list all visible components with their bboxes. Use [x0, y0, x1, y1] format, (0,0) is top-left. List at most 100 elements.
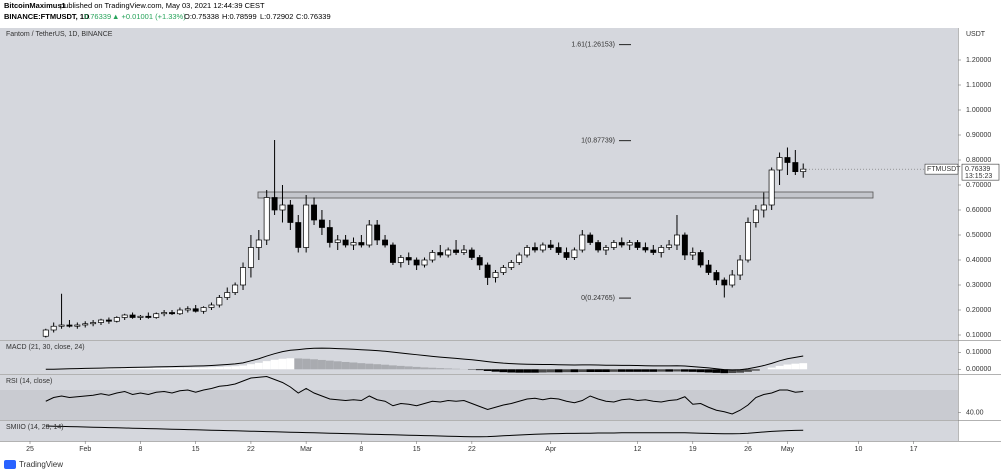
histogram-bar: [744, 369, 752, 372]
x-tick-label: May: [781, 446, 795, 453]
x-tick-label: Apr: [545, 446, 557, 453]
y-tick-label: 40.00: [966, 409, 984, 416]
pane-background: [0, 28, 958, 340]
candle-body: [389, 244, 396, 263]
candle-body: [760, 204, 767, 211]
indicator-line: [45, 375, 804, 415]
histogram-bar: [294, 358, 303, 370]
histogram-bar: [609, 369, 618, 372]
author: BitcoinMaximus1: [4, 1, 66, 10]
candle-body: [374, 224, 381, 241]
histogram-bar: [231, 366, 240, 370]
histogram-bar: [310, 359, 318, 370]
axis-unit: USDT: [966, 31, 986, 38]
candle-body: [382, 239, 389, 246]
pane-title: RSI (14, close): [6, 378, 52, 385]
candle-body: [555, 247, 562, 253]
histogram-bar: [112, 368, 121, 370]
histogram-bar: [444, 368, 453, 370]
histogram-bar: [499, 369, 508, 373]
candle-body: [547, 244, 554, 248]
x-tick-label: 15: [192, 446, 200, 453]
candle-body: [421, 259, 428, 266]
histogram-bar: [191, 367, 200, 370]
price-tag: [961, 163, 1000, 181]
histogram-bar: [254, 362, 263, 370]
candle-body: [713, 272, 720, 281]
histogram-bar: [381, 364, 389, 370]
candle-body: [618, 242, 625, 246]
y-tick-label: 0.80000: [966, 157, 991, 164]
histogram-bar: [602, 369, 610, 372]
histogram-bar: [531, 369, 539, 373]
histogram-bar: [736, 369, 744, 373]
candle-body: [737, 259, 744, 276]
candle-body: [192, 308, 199, 312]
candle-body: [279, 204, 286, 211]
price-label: 0.76339: [965, 166, 990, 173]
candle-body: [129, 314, 136, 318]
histogram-bar: [515, 369, 524, 373]
histogram-bar: [641, 369, 650, 372]
x-tick-label: 8: [139, 446, 143, 453]
x-tick-label: 10: [855, 446, 863, 453]
histogram-bar: [657, 369, 666, 372]
candle-body: [445, 249, 452, 256]
histogram-bar: [799, 363, 808, 370]
candle-body: [429, 252, 436, 261]
candle-body: [287, 204, 294, 223]
published: published on TradingView.com, May 03, 20…: [60, 1, 265, 10]
histogram-bar: [120, 368, 129, 370]
candle-body: [437, 252, 444, 256]
candle-body: [397, 257, 404, 263]
candle-body: [800, 168, 807, 173]
candle-body: [453, 249, 460, 253]
histogram-bar: [538, 369, 547, 373]
y-tick-label: 1.10000: [966, 82, 991, 89]
candle-body: [539, 244, 546, 251]
histogram-bar: [396, 365, 405, 370]
candle-body: [674, 234, 680, 246]
histogram-bar: [483, 369, 492, 371]
histogram-bar: [404, 366, 413, 370]
histogram-bar: [751, 369, 760, 371]
candle-body: [461, 249, 467, 253]
candle-body: [105, 319, 112, 322]
y-tick-label: 0.20000: [966, 307, 991, 314]
candle-body: [161, 312, 168, 315]
candle-body: [595, 242, 602, 251]
histogram-bar: [570, 369, 579, 373]
histogram-bar: [333, 361, 342, 370]
candle-body: [82, 323, 89, 326]
candle-body: [247, 247, 254, 268]
symbol-label: FTMUSDT: [927, 166, 961, 173]
candle-body: [350, 242, 357, 246]
histogram-bar: [712, 369, 721, 373]
candle-body: [295, 222, 302, 248]
histogram-bar: [775, 365, 784, 370]
histogram-bar: [578, 369, 587, 372]
candle-body: [74, 324, 81, 327]
histogram-bar: [625, 369, 634, 372]
candle-body: [579, 234, 586, 251]
histogram-bar: [270, 359, 279, 370]
x-tick-label: 26: [744, 446, 752, 453]
candle-body: [705, 264, 712, 273]
candle-body: [311, 204, 317, 221]
histogram-bar: [341, 361, 350, 370]
candle-body: [208, 304, 215, 308]
candle-body: [405, 257, 412, 261]
histogram-bar: [594, 369, 602, 372]
y-tick-label: 0.30000: [966, 282, 991, 289]
high: H:0.78599: [222, 12, 257, 21]
candle-body: [516, 254, 523, 263]
histogram-bar: [586, 369, 595, 372]
histogram-bar: [728, 369, 737, 374]
y-tick-label: 1.00000: [966, 107, 991, 114]
candle-body: [271, 197, 278, 211]
candle-body: [650, 249, 657, 253]
candle-body: [468, 249, 475, 258]
open: O:0.75338: [184, 12, 219, 21]
histogram-bar: [452, 368, 460, 370]
candle-body: [642, 247, 649, 251]
